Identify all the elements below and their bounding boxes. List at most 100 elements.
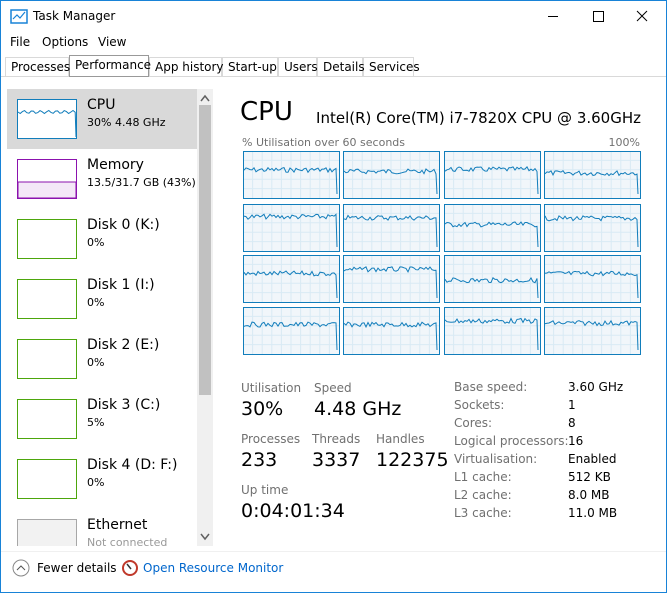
monitor-needle [126,563,132,570]
thumbnail [17,519,77,546]
spec-label: Virtualisation: [454,452,538,466]
thumbnail [17,279,77,319]
scrollbar-thumb [199,105,211,395]
sidebar: CPU 30% 4.48 GHz Memory 13.5/31.7 GB (43%) D… [7,89,197,546]
stat-label: Up time [241,483,289,497]
tab [222,57,278,77]
spec-value: 512 KB [568,470,611,484]
sidebar-name[interactable]: CPU [87,97,116,113]
sidebar-name[interactable]: Disk 0 (K:) [87,217,160,233]
cpu-graph-line [544,215,639,248]
graph-label: % Utilisation over 60 seconds [242,136,406,149]
sidebar-detail: 0% [87,356,105,369]
menu-item[interactable]: View [98,35,127,49]
menu-item[interactable]: File [10,35,31,49]
thumbnail [17,99,77,139]
spec-value: 8 [568,416,576,430]
tab-label[interactable]: Processes [11,60,71,74]
tab [317,57,363,77]
cpu-graph-line [343,168,438,195]
scroll-down [200,533,210,541]
stat-label: Threads [312,432,361,446]
cpu-graph-line [444,166,539,195]
sidebar-name[interactable]: Memory [87,157,144,173]
spec-label: L1 cache: [454,470,512,484]
tab-label[interactable]: App history [155,60,224,74]
fewer-details[interactable]: Fewer details [37,561,117,575]
spec-value: Enabled [568,452,617,466]
menu-item[interactable]: Options [42,35,89,49]
spec-value: 1 [568,398,576,412]
sidebar-name[interactable]: Disk 3 (C:) [87,397,161,413]
tab [278,57,317,77]
fewer-arrow [16,565,26,571]
tab [69,55,149,77]
spec-value: 8.0 MB [568,488,610,502]
stat-label: Handles [376,432,425,446]
tab-label[interactable]: Start-up [228,60,277,74]
fewer-icon [12,559,30,577]
cpu-graph-line [444,221,539,248]
spec-label: Sockets: [454,398,505,412]
cpu-graph-line [544,170,639,195]
sidebar-detail: 0% [87,476,105,489]
sidebar-graphics [7,89,197,546]
sidebar-detail: 13.5/31.7 GB (43%) [87,176,196,189]
spec-label: Cores: [454,416,493,430]
stat-value: 3337 [312,449,361,471]
cpu-graph-line [343,214,438,248]
graph-max: 100% [608,136,640,149]
cpu-graph-line [243,321,338,351]
tab-label[interactable]: Users [284,60,318,74]
sidebar-detail: Not connected [87,536,168,546]
thumbnail-fill [17,181,77,199]
cpu-graph-line [243,166,338,195]
cpu-graph-line [243,213,338,248]
stat-label: Processes [241,432,301,446]
stat-value: 30% [241,398,284,420]
stat-label: Utilisation [241,381,302,395]
close [636,10,648,22]
stat-value: 122375 [376,449,449,471]
spec-label: Base speed: [454,380,528,394]
spec-label: L3 cache: [454,506,512,520]
window-title: Task Manager [33,9,116,23]
cpu-graph-line [444,317,539,351]
cpu-graph-line [343,321,438,351]
cpu-graph-line [444,276,539,299]
stat-label: Speed [314,381,352,395]
cpu-graph-line [243,270,338,299]
sidebar-detail: 30% 4.48 GHz [87,116,166,129]
cpu-model: Intel(R) Core(TM) i7-7820X CPU @ 3.60GHz [316,109,641,127]
thumbnail [17,219,77,259]
tab [5,57,69,77]
cpu-graph-line [544,319,639,351]
tab-label[interactable]: Services [369,60,420,74]
stat-value: 4.48 GHz [314,398,402,420]
thumbnail [17,399,77,439]
app-icon-line [12,11,26,20]
thumbnail [17,339,77,379]
sidebar-detail: 5% [87,416,105,429]
tab-label[interactable]: Performance [75,58,152,72]
maximize [593,11,604,22]
sidebar-detail: 0% [87,296,105,309]
main-title: CPU [240,97,293,127]
cpu-graph-line [544,270,639,299]
sidebar-name[interactable]: Disk 4 (D: F:) [87,457,178,473]
spec-value: 11.0 MB [568,506,618,520]
sidebar-name[interactable]: Ethernet [87,517,148,533]
tab [363,57,414,77]
spec-label: L2 cache: [454,488,512,502]
resource-monitor-link[interactable]: Open Resource Monitor [143,561,284,575]
sidebar-name[interactable]: Disk 2 (E:) [87,337,160,353]
scroll-up [200,94,210,102]
sidebar-name[interactable]: Disk 1 (I:) [87,277,155,293]
tab [149,57,222,77]
spec-label: Logical processors: [454,434,569,448]
tab-label[interactable]: Details [323,60,365,74]
spec-value: 3.60 GHz [568,380,624,394]
spec-value: 16 [568,434,584,448]
